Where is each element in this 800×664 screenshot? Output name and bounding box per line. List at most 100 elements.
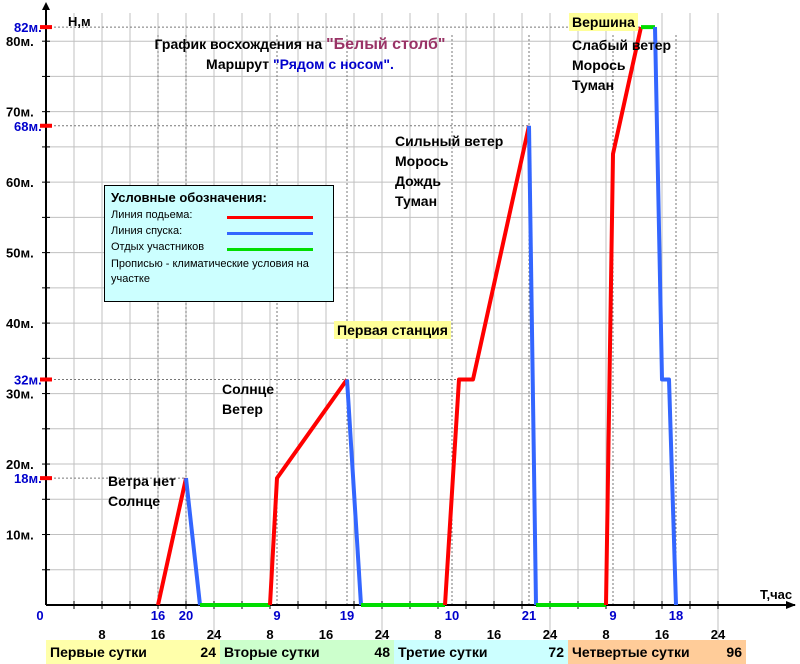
legend-rest-label: Отдых участников: [111, 241, 205, 253]
y-marked-tick: [40, 25, 52, 30]
x-tick-label: 24: [375, 627, 390, 642]
x-marked-label: 18: [669, 608, 683, 623]
annotation-2-line1: Солнце: [222, 381, 275, 397]
y-tick-label: 30м.: [6, 387, 34, 402]
legend-ascent-label: Линия подьема:: [111, 209, 193, 221]
route-prefix: Маршрут: [206, 56, 273, 72]
y-axis-arrow: [42, 2, 50, 10]
ascent-segment-6: [443, 125, 531, 606]
legend-descent: Линия спуска:: [111, 225, 327, 241]
x-marked-label: 9: [273, 608, 280, 623]
first-station-label: Первая станция: [334, 321, 451, 339]
y-tick-label: 40м.: [6, 316, 34, 331]
x-tick-label: 8: [434, 627, 441, 642]
day-2-label: Вторые сутки: [224, 644, 320, 660]
x-tick-label: 16: [655, 627, 669, 642]
axes: [42, 2, 796, 609]
day-2-end: 48: [374, 644, 390, 660]
reference-lines: [46, 26, 677, 605]
x-marked-label: 19: [340, 608, 354, 623]
annotation-4: Слабый ветер Морось Туман: [572, 35, 671, 95]
legend-rest-swatch: [227, 248, 313, 251]
chart-title-line1: График восхождения на "Белый столб": [120, 36, 480, 54]
legend-note: Прописью - климатические условия на учас…: [111, 258, 309, 285]
x-marked-label: 21: [522, 608, 536, 623]
y-marked-tick: [40, 377, 52, 382]
legend: Условные обозначения: Линия подьема: Лин…: [104, 185, 334, 302]
chart-title-line2: Маршрут "Рядом с носом".: [120, 56, 480, 72]
annotation-2-line2: Ветер: [222, 401, 263, 417]
x-marked-label: 16: [151, 608, 165, 623]
title-peak-name: "Белый столб": [326, 36, 446, 53]
legend-descent-swatch: [227, 232, 313, 235]
annotation-3: Сильный ветер Морось Дождь Туман: [395, 131, 503, 211]
annotation-3-line3: Дождь: [395, 173, 441, 189]
y-marked-tick: [40, 123, 52, 128]
annotation-3-line4: Туман: [395, 193, 438, 209]
series-group: [156, 25, 678, 607]
y-marked-tick: [40, 476, 52, 481]
annotation-3-line2: Морось: [395, 153, 449, 169]
legend-descent-label: Линия спуска:: [111, 225, 183, 237]
y-marked-label: 82м.: [14, 20, 42, 35]
x-tick-label: 8: [98, 627, 105, 642]
annotation-4-line2: Слабый ветер: [572, 37, 672, 53]
y-marked-label: 18м.: [14, 471, 42, 486]
annotation-1-line1: Ветра нет: [108, 473, 176, 489]
day-4-end: 96: [726, 644, 742, 660]
day-4-band: Четвертые сутки 96: [568, 640, 746, 664]
x-tick-label: 24: [207, 627, 222, 642]
descent-segment-11: [653, 27, 678, 606]
annotation-1: Ветра нет Солнце: [108, 471, 176, 511]
legend-rest: Отдых участников: [111, 241, 327, 257]
day-4-label: Четвертые сутки: [572, 644, 690, 660]
x-tick-label: 24: [543, 627, 558, 642]
title-prefix: График восхождения на: [154, 36, 327, 52]
y-tick-label: 20м.: [6, 457, 34, 472]
day-3-end: 72: [548, 644, 564, 660]
x-marked-label: 9: [609, 608, 616, 623]
y-tick-label: 80м.: [6, 34, 34, 49]
day-1-band: Первые сутки 24: [46, 640, 220, 664]
ascent-segment-0: [156, 477, 188, 606]
y-marked-label: 68м.: [14, 119, 42, 134]
tick-labels: Н,м T,час 10м. 20м. 30м. 40м. 50м. 60м. 70м. 80м.…: [6, 14, 792, 642]
x-axis-arrow: [786, 601, 796, 609]
annotation-4-line3: Морось: [572, 57, 626, 73]
x-marked-label: 10: [445, 608, 459, 623]
grid: [46, 13, 719, 664]
y-tick-label: 50м.: [6, 246, 34, 261]
summit-label: Вершина: [569, 13, 638, 31]
x-tick-label: 8: [266, 627, 273, 642]
day-2-band: Вторые сутки 48: [220, 640, 394, 664]
x-tick-label: 16: [151, 627, 165, 642]
x-tick-label: 24: [711, 627, 726, 642]
annotation-4-line4: Туман: [572, 77, 615, 93]
x-tick-label: 16: [319, 627, 333, 642]
x-tick-label: 16: [487, 627, 501, 642]
descent-segment-1: [184, 477, 202, 606]
route-name: "Рядом с носом".: [272, 56, 394, 72]
y-tick-label: 60м.: [6, 175, 34, 190]
legend-title: Условные обозначения:: [111, 190, 267, 205]
y-tick-label: 70м.: [6, 105, 34, 120]
x-marked-label: 20: [179, 608, 193, 623]
x-axis-label: T,час: [760, 587, 792, 602]
x-marked-label: 0: [36, 608, 43, 623]
day-3-label: Третие сутки: [398, 644, 488, 660]
legend-ascent: Линия подьема:: [111, 209, 327, 225]
descent-segment-4: [345, 379, 363, 606]
day-1-label: Первые сутки: [50, 644, 147, 660]
y-axis-label: Н,м: [68, 14, 91, 29]
descent-segment-7: [527, 125, 538, 606]
y-tick-label: 10м.: [6, 528, 34, 543]
annotation-3-line1: Сильный ветер: [395, 133, 504, 149]
legend-ascent-swatch: [227, 216, 313, 219]
annotation-1-line2: Солнце: [108, 493, 161, 509]
x-tick-label: 8: [602, 627, 609, 642]
day-3-band: Третие сутки 72: [394, 640, 568, 664]
y-marked-label: 32м.: [14, 372, 42, 387]
ascent-segment-9: [604, 26, 643, 606]
ascent-segment-3: [268, 378, 349, 606]
